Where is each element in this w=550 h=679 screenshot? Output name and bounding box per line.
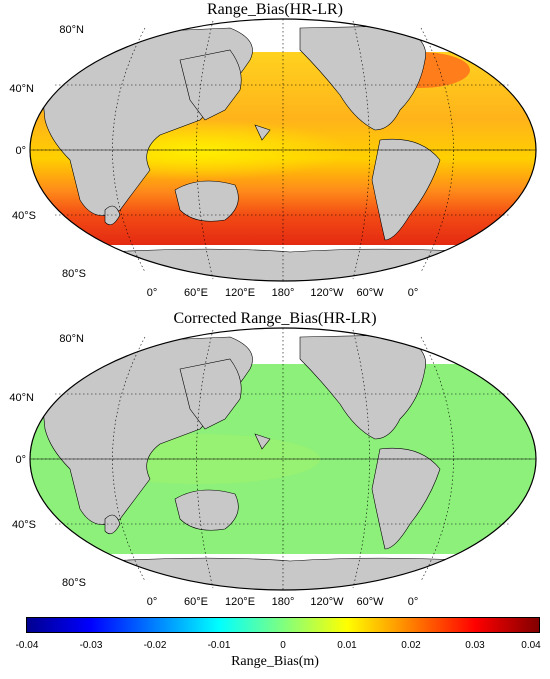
lat-label: 80°N — [59, 24, 84, 36]
colorbar-label: Range_Bias(m) — [231, 654, 319, 669]
lon-label: 120°E — [224, 596, 256, 608]
map-panel-raw — [29, 18, 537, 282]
colorbar-tick: -0.02 — [143, 640, 167, 651]
lon-label: 120°W — [310, 287, 344, 299]
colorbar-tick: 0.02 — [401, 640, 421, 651]
lon-label: 120°W — [310, 596, 344, 608]
colorbar-tick: -0.04 — [15, 640, 39, 651]
lat-label: 0° — [15, 454, 26, 466]
lat-label: 80°S — [62, 577, 86, 589]
colorbar-tick: -0.03 — [79, 640, 103, 651]
colorbar-tick: 0 — [280, 640, 286, 651]
lat-label: 0° — [15, 145, 26, 157]
colorbar-tick: 0.01 — [337, 640, 357, 651]
lon-label: 180° — [271, 596, 295, 608]
lat-label: 40°N — [9, 392, 34, 404]
lat-label: 80°N — [59, 333, 84, 345]
lon-label: 60°W — [356, 596, 384, 608]
lon-label: 120°E — [224, 287, 256, 299]
lon-label: 0° — [407, 596, 419, 608]
lon-label: 60°E — [184, 287, 208, 299]
lon-label: 0° — [407, 287, 419, 299]
map-panel-corrected — [29, 327, 537, 591]
lon-label: 60°E — [184, 596, 208, 608]
lon-label: 0° — [146, 596, 158, 608]
lat-label: 40°S — [12, 210, 36, 222]
map-title-raw: Range_Bias(HR-LR) — [207, 1, 343, 18]
lon-label: 60°W — [356, 287, 384, 299]
lon-label: 0° — [146, 287, 158, 299]
colorbar-tick: 0.03 — [465, 640, 485, 651]
lat-label: 40°N — [9, 83, 34, 95]
colorbar-gradient — [26, 617, 540, 633]
lat-label: 80°S — [62, 268, 86, 280]
colorbar — [26, 617, 540, 633]
map-title-corrected: Corrected Range_Bias(HR-LR) — [173, 310, 377, 327]
lon-label: 180° — [271, 287, 295, 299]
lat-label: 40°S — [12, 519, 36, 531]
colorbar-tick: 0.04 — [521, 640, 541, 651]
colorbar-tick: -0.01 — [207, 640, 231, 651]
